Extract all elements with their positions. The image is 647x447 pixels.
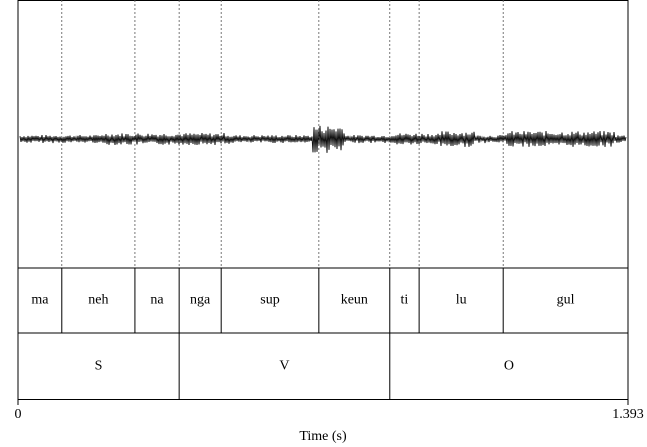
interval-label: ma	[31, 293, 49, 308]
x-tick-label: 1.393	[612, 407, 644, 422]
waveform	[20, 126, 626, 153]
interval-label: S	[95, 359, 103, 374]
interval-label: O	[504, 359, 514, 374]
interval-label: V	[279, 359, 289, 374]
chart: Time (s) ma neh na nga sup keun ti lu gul S V O 0 1.3…	[0, 0, 647, 447]
interval-label: keun	[341, 293, 368, 308]
interval-label: gul	[557, 293, 575, 308]
frame	[18, 1, 628, 400]
interval-label: neh	[88, 293, 108, 308]
x-axis-label: Time (s)	[299, 429, 347, 444]
interval-label: nga	[190, 293, 211, 308]
x-tick-label: 0	[15, 407, 22, 422]
interval-label: sup	[260, 293, 279, 308]
interval-label: lu	[456, 293, 467, 308]
interval-label: na	[150, 293, 164, 308]
interval-label: ti	[401, 293, 409, 308]
